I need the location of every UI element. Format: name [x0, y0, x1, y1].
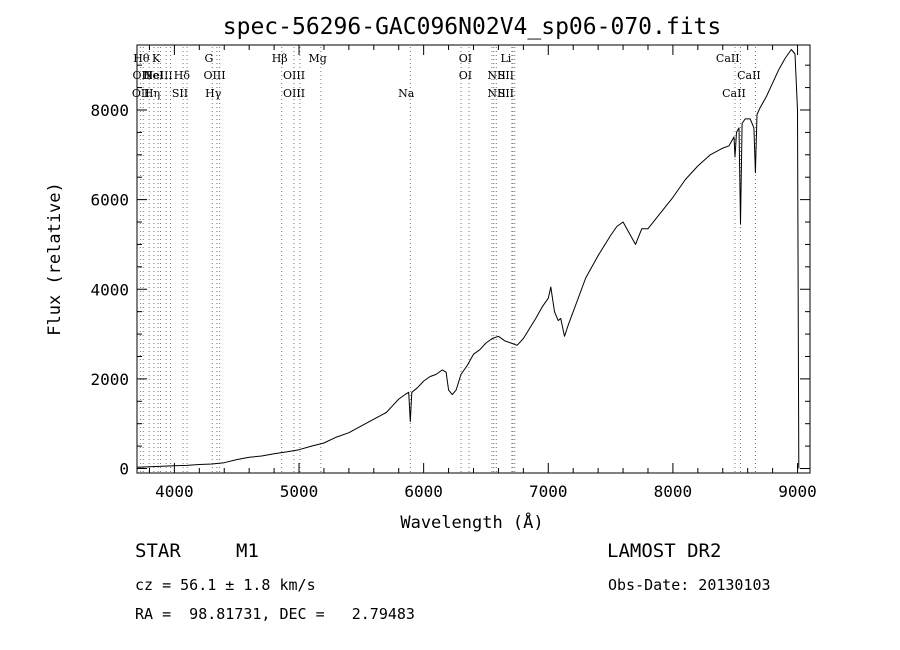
x-tick-label: 5000	[280, 482, 319, 501]
x-tick-label: 4000	[155, 482, 194, 501]
survey-name: LAMOST DR2	[607, 540, 722, 562]
line-label-8-bot: SII	[172, 87, 188, 100]
line-label-10-top: G	[205, 52, 214, 65]
line-label-23-bot: SII	[498, 87, 514, 100]
line-label-17-bot: Na	[398, 87, 415, 100]
object-subclass: M1	[236, 540, 259, 562]
line-label-20-bot: NII	[487, 87, 505, 100]
object-class: STAR	[135, 540, 181, 562]
x-axis-label: Wavelength (Å)	[400, 511, 543, 533]
line-label-26-top: CaII	[716, 52, 740, 65]
y-tick-label: 0	[119, 460, 129, 479]
line-label-5-mid: HeI	[143, 69, 163, 82]
line-label-4-mid: NeIII	[144, 69, 173, 82]
y-tick-label: 8000	[90, 101, 129, 120]
y-tick-label: 2000	[90, 370, 129, 389]
line-label-12-mid: OIII	[203, 69, 225, 82]
redshift-velocity: cz = 56.1 ± 1.8 km/s	[135, 576, 316, 594]
line-label-14-mid: OIII	[283, 69, 305, 82]
y-axis: 0 2000 4000 6000 8000	[90, 64, 810, 479]
line-label-6-top: K	[152, 52, 161, 65]
plot-frame	[136, 44, 811, 474]
flux-line	[136, 49, 800, 469]
line-label-13-top: Hβ	[272, 52, 288, 65]
sky-coordinates: RA = 98.81731, DEC = 2.79483	[135, 605, 415, 623]
line-label-1-top: Hθ	[133, 52, 150, 65]
line-label-16-top: Mg	[309, 52, 327, 65]
emission-line-markers: OIIHθOIIHηNeIIIHeIKSIIHδGHγOIIIHβOIIIOII…	[132, 47, 761, 473]
observation-date: Obs-Date: 20130103	[608, 576, 771, 594]
line-label-0-bot: OII	[132, 87, 150, 100]
x-axis: 4000 5000 6000 7000 8000 9000	[148, 45, 817, 501]
line-label-3-bot: Hη	[144, 87, 160, 100]
y-tick-label: 6000	[90, 191, 129, 210]
x-tick-label: 6000	[404, 482, 443, 501]
line-label-14-bot: OIII	[283, 87, 305, 100]
y-tick-label: 4000	[90, 280, 129, 299]
y-axis-label: Flux (relative)	[45, 182, 65, 336]
x-tick-label: 9000	[778, 482, 817, 501]
line-label-28-mid: CaII	[737, 69, 761, 82]
x-tick-label: 8000	[654, 482, 693, 501]
flux-series	[136, 49, 800, 469]
line-label-18-mid: OI	[459, 69, 472, 82]
line-label-11-bot: Hγ	[205, 87, 222, 100]
line-label-23-top: Li	[500, 52, 511, 65]
line-label-27-bot: CaII	[722, 87, 746, 100]
x-tick-label: 7000	[529, 482, 568, 501]
line-label-23-mid: SII	[498, 69, 514, 82]
chart-title: spec-56296-GAC096N02V4_sp06-070.fits	[223, 14, 722, 40]
line-label-18-top: OI	[459, 52, 472, 65]
line-label-9-mid: Hδ	[174, 69, 191, 82]
